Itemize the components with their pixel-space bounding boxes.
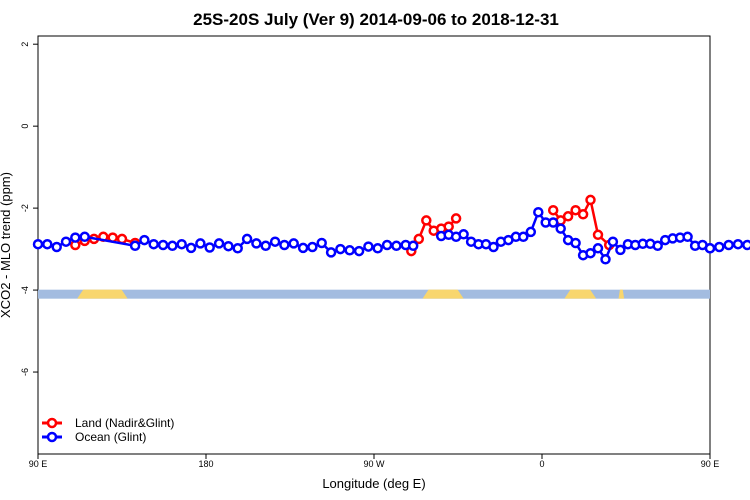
ocean-point	[381, 239, 393, 251]
ocean-point	[325, 247, 337, 258]
legend-entry-ocean: Ocean (Glint)	[42, 430, 146, 444]
ocean-point	[732, 238, 744, 250]
x-tick-label: 90 E	[701, 459, 720, 469]
land-point	[570, 204, 581, 216]
ocean-point	[195, 238, 206, 249]
ocean-point	[607, 236, 619, 247]
legend-entry-land: Land (Nadir&Glint)	[42, 416, 174, 430]
x-tick-label: 180	[198, 459, 213, 469]
ocean-point	[555, 223, 566, 234]
x-tick-label: 90 E	[29, 459, 48, 469]
ocean-point	[148, 238, 159, 250]
land-band-3	[618, 289, 625, 299]
ocean-point	[213, 238, 225, 249]
ocean-point	[269, 236, 281, 247]
y-axis: 2 0 -2 -4 -6	[20, 42, 38, 376]
ocean-point	[570, 237, 581, 249]
ocean-point	[592, 243, 604, 254]
y-axis-label: XCO2 - MLO trend (ppm)	[0, 172, 13, 318]
ocean-point	[60, 236, 72, 247]
land-point	[562, 211, 574, 222]
ocean-point	[176, 238, 187, 250]
legend-land-label: Land (Nadir&Glint)	[75, 416, 174, 430]
ocean-point	[307, 241, 318, 253]
land-point	[413, 233, 425, 245]
ocean-point	[316, 237, 327, 249]
land-band-2	[564, 289, 597, 299]
ocean-point	[251, 238, 262, 249]
ocean-point	[518, 231, 529, 243]
x-tick-label: 90 W	[363, 459, 385, 469]
series-layer	[32, 194, 750, 265]
ocean-point	[585, 247, 596, 259]
ocean-point	[372, 243, 383, 254]
ocean-point	[407, 240, 419, 252]
ocean-point	[615, 244, 626, 256]
land-point	[547, 204, 559, 216]
ocean-point	[223, 240, 234, 252]
ocean-point	[70, 232, 81, 243]
landmask	[38, 289, 710, 299]
ocean-point	[600, 254, 611, 265]
ocean-point	[547, 217, 559, 228]
y-tick-label: -4	[20, 286, 30, 294]
ocean-point	[742, 239, 750, 251]
ocean-point	[391, 240, 402, 252]
ocean-band	[38, 289, 710, 299]
legend: Land (Nadir&Glint) Ocean (Glint)	[42, 416, 174, 444]
ocean-point	[488, 241, 499, 253]
ocean-point	[260, 240, 271, 252]
y-tick-label: 2	[20, 42, 30, 47]
ocean-point	[344, 245, 355, 256]
legend-ocean-label: Ocean (Glint)	[75, 430, 146, 444]
legend-ocean-marker	[46, 431, 58, 443]
ocean-point	[458, 229, 469, 240]
land-point	[577, 209, 589, 220]
y-tick-label: 0	[20, 124, 30, 129]
legend-land-marker	[46, 417, 58, 429]
y-tick-label: -6	[20, 368, 30, 376]
ocean-point	[525, 226, 537, 238]
ocean-point	[714, 241, 725, 253]
plot-area	[32, 35, 750, 455]
ocean-point	[335, 243, 346, 255]
ocean-point	[533, 206, 544, 218]
ocean-point	[353, 245, 365, 257]
ocean-point	[79, 231, 90, 243]
ocean-point	[682, 231, 693, 243]
ocean-point	[42, 238, 53, 250]
land-point	[443, 221, 454, 232]
land-band-0	[77, 289, 128, 299]
ocean-point	[204, 242, 215, 253]
ocean-point	[279, 239, 290, 251]
ocean-point	[129, 240, 141, 252]
chart-title: 25S-20S July (Ver 9) 2014-09-06 to 2018-…	[193, 10, 559, 29]
ocean-point	[723, 239, 734, 251]
ocean-point	[232, 243, 243, 254]
x-tick-label: 0	[539, 459, 544, 469]
ocean-point	[241, 233, 253, 245]
x-axis-label: Longitude (deg E)	[322, 476, 425, 491]
land-point	[585, 194, 596, 206]
ocean-point	[139, 234, 150, 246]
land-point	[421, 215, 432, 226]
ocean-point	[297, 242, 309, 254]
ocean-point	[185, 242, 197, 254]
ocean-point	[652, 240, 663, 252]
ocean-point	[51, 241, 62, 253]
y-tick-label: -2	[20, 204, 30, 212]
ocean-point	[704, 243, 716, 254]
land-band-1	[422, 289, 464, 299]
ocean-point	[288, 238, 299, 249]
ocean-point	[157, 239, 169, 251]
ocean-point	[167, 240, 178, 252]
ocean-point	[363, 241, 374, 252]
land-point	[450, 213, 462, 224]
x-axis: 90 E 180 90 W 0 90 E	[29, 454, 720, 469]
land-point	[592, 229, 604, 241]
ocean-point	[32, 238, 44, 250]
